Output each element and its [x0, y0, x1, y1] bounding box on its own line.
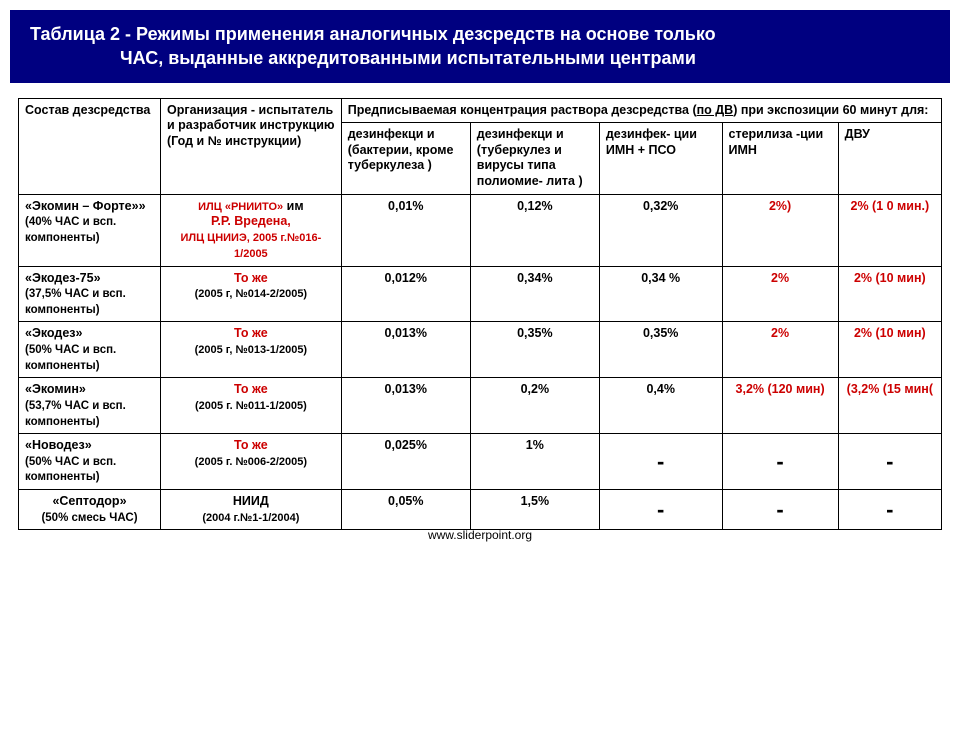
- cell-c4: -: [722, 490, 838, 530]
- title-bar: Таблица 2 - Режимы применения аналогичны…: [10, 10, 950, 83]
- cell-c5: -: [838, 434, 941, 490]
- cell-c1: 0,05%: [341, 490, 470, 530]
- table-row: «Экодез» (50% ЧАС и всп. компоненты) То …: [19, 322, 942, 378]
- col-c1: дезинфекци и (бактерии, кроме туберкулез…: [341, 123, 470, 195]
- header-row-1: Состав дезсредства Организация - испытат…: [19, 98, 942, 123]
- title-line-2: ЧАС, выданные аккредитованными испытател…: [30, 46, 930, 70]
- cell-composition: «Септодор» (50% смесь ЧАС): [19, 490, 161, 530]
- table-row: «Септодор» (50% смесь ЧАС) НИИД (2004 г.…: [19, 490, 942, 530]
- cell-c3: -: [599, 490, 722, 530]
- cell-c5: 2% (1 0 мин.): [838, 194, 941, 266]
- cell-c4: 3,2% (120 мин): [722, 378, 838, 434]
- cell-c1: 0,025%: [341, 434, 470, 490]
- cell-composition: «Экомин – Форте»» (40% ЧАС и всп. компон…: [19, 194, 161, 266]
- cell-c2: 1%: [470, 434, 599, 490]
- col-concentration-group: Предписываемая концентрация раствора дез…: [341, 98, 941, 123]
- col-c3: дезинфек- ции ИМН + ПСО: [599, 123, 722, 195]
- cell-organization: НИИД (2004 г.№1-1/2004): [161, 490, 342, 530]
- footer-link: www.sliderpoint.org: [18, 528, 942, 542]
- cell-c2: 0,35%: [470, 322, 599, 378]
- col-organization: Организация - испытатель и разработчик и…: [161, 98, 342, 194]
- cell-c3: 0,34 %: [599, 266, 722, 322]
- cell-organization: То же (2005 г, №014-2/2005): [161, 266, 342, 322]
- table-row: «Экомин – Форте»» (40% ЧАС и всп. компон…: [19, 194, 942, 266]
- cell-organization: ИЛЦ «РНИИТО» им Р.Р. Вредена, ИЛЦ ЦНИИЭ,…: [161, 194, 342, 266]
- cell-composition: «Экодез-75» (37,5% ЧАС и всп. компоненты…: [19, 266, 161, 322]
- cell-c5: (3,2% (15 мин(: [838, 378, 941, 434]
- table-row: «Экодез-75» (37,5% ЧАС и всп. компоненты…: [19, 266, 942, 322]
- cell-c5: -: [838, 490, 941, 530]
- cell-c5: 2% (10 мин): [838, 322, 941, 378]
- col-c4: стерилиза -ции ИМН: [722, 123, 838, 195]
- cell-composition: «Экодез» (50% ЧАС и всп. компоненты): [19, 322, 161, 378]
- cell-composition: «Новодез» (50% ЧАС и всп. компоненты): [19, 434, 161, 490]
- cell-c3: -: [599, 434, 722, 490]
- cell-organization: То же (2005 г, №013-1/2005): [161, 322, 342, 378]
- cell-c2: 0,34%: [470, 266, 599, 322]
- table-row: «Экомин» (53,7% ЧАС и всп. компоненты) Т…: [19, 378, 942, 434]
- cell-c3: 0,32%: [599, 194, 722, 266]
- cell-c3: 0,4%: [599, 378, 722, 434]
- title-line-1: Таблица 2 - Режимы применения аналогичны…: [30, 22, 930, 46]
- cell-c1: 0,01%: [341, 194, 470, 266]
- cell-c2: 0,2%: [470, 378, 599, 434]
- cell-c4: 2%: [722, 266, 838, 322]
- cell-c1: 0,013%: [341, 322, 470, 378]
- col-c2: дезинфекци и (туберкулез и вирусы типа п…: [470, 123, 599, 195]
- table-row: «Новодез» (50% ЧАС и всп. компоненты) То…: [19, 434, 942, 490]
- cell-organization: То же (2005 г. №011-1/2005): [161, 378, 342, 434]
- cell-c2: 0,12%: [470, 194, 599, 266]
- col-composition: Состав дезсредства: [19, 98, 161, 194]
- cell-c4: 2%): [722, 194, 838, 266]
- cell-organization: То же (2005 г. №006-2/2005): [161, 434, 342, 490]
- cell-c1: 0,012%: [341, 266, 470, 322]
- cell-c4: -: [722, 434, 838, 490]
- cell-c5: 2% (10 мин): [838, 266, 941, 322]
- cell-c4: 2%: [722, 322, 838, 378]
- cell-c3: 0,35%: [599, 322, 722, 378]
- col-c5: ДВУ: [838, 123, 941, 195]
- cell-composition: «Экомин» (53,7% ЧАС и всп. компоненты): [19, 378, 161, 434]
- table-container: Состав дезсредства Организация - испытат…: [0, 83, 960, 543]
- disinfectant-table: Состав дезсредства Организация - испытат…: [18, 98, 942, 531]
- cell-c1: 0,013%: [341, 378, 470, 434]
- cell-c2: 1,5%: [470, 490, 599, 530]
